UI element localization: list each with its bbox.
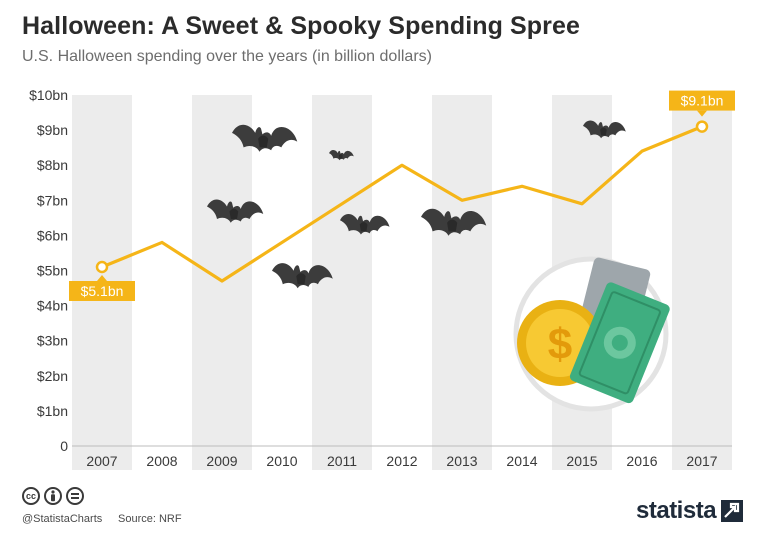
no-derivatives-icon: [66, 487, 84, 505]
page-title: Halloween: A Sweet & Spooky Spending Spr…: [22, 12, 581, 40]
y-tick-label: $8bn: [37, 157, 68, 173]
data-label: $9.1bn: [669, 90, 735, 117]
x-tick-label: 2008: [146, 453, 177, 469]
page-subtitle: U.S. Halloween spending over the years (…: [22, 48, 432, 65]
bat-icon: [272, 263, 333, 289]
svg-text:$5.1bn: $5.1bn: [81, 283, 124, 299]
y-tick-label: $4bn: [37, 298, 68, 314]
y-tick-label: $1bn: [37, 403, 68, 419]
bat-icon: [207, 199, 264, 223]
statista-wordmark: statista: [636, 497, 717, 524]
column-band: [312, 95, 372, 470]
statista-logo[interactable]: statista: [636, 497, 744, 525]
banknote-icon: [569, 282, 670, 404]
data-point: [95, 260, 109, 274]
x-tick-label: 2011: [327, 453, 357, 469]
column-band: [432, 95, 492, 470]
bat-icon: [232, 124, 298, 152]
statista-handle: @StatistaCharts: [22, 513, 103, 525]
x-tick-label: 2010: [266, 453, 297, 469]
x-tick-label: 2014: [506, 453, 537, 469]
statista-logo-icon: [721, 500, 744, 522]
y-tick-label: $7bn: [37, 192, 68, 208]
y-tick-label: $10bn: [29, 87, 68, 103]
data-point: [695, 120, 709, 133]
data-annotations: $5.1bn $9.1bn: [69, 90, 735, 301]
y-tick-label: $9bn: [37, 122, 68, 138]
y-tick-label: $3bn: [37, 333, 68, 349]
y-tick-label: 0: [60, 438, 68, 454]
x-tick-label: 2016: [626, 453, 657, 469]
x-axis-labels: 2007 2008 2009 2010 2011 2012 2013 2014 2015 2016…: [86, 453, 717, 469]
creative-commons-icon: cc: [22, 487, 40, 505]
license-icons: cc: [22, 487, 84, 509]
svg-text:$9.1bn: $9.1bn: [681, 93, 724, 109]
x-tick-label: 2012: [386, 453, 417, 469]
y-tick-label: $5bn: [37, 263, 68, 279]
svg-text:$: $: [548, 320, 572, 369]
x-tick-label: 2017: [686, 453, 717, 469]
footer-credits: cc @StatistaCharts Source: NRF: [22, 487, 282, 531]
decorations: $: [207, 120, 670, 412]
data-points: [95, 120, 709, 282]
y-tick-label: $6bn: [37, 227, 68, 243]
attribution-icon: [44, 487, 62, 505]
bat-icon: [421, 208, 487, 236]
x-tick-label: 2015: [566, 453, 597, 469]
bat-icon: [583, 120, 626, 139]
source-note: Source: NRF: [118, 513, 182, 525]
money-illustration: $: [513, 256, 670, 412]
x-tick-label: 2013: [446, 453, 477, 469]
y-axis-labels: 0 $1bn $2bn $3bn $4bn $5bn $6bn $7bn $8bn $9bn $10…: [29, 87, 68, 454]
x-tick-label: 2007: [86, 453, 117, 469]
y-tick-label: $2bn: [37, 368, 68, 384]
bat-icon: [340, 214, 390, 235]
x-tick-label: 2009: [206, 453, 237, 469]
data-label: $5.1bn: [69, 274, 135, 301]
bat-icon: [329, 150, 354, 161]
column-band: [672, 95, 732, 470]
